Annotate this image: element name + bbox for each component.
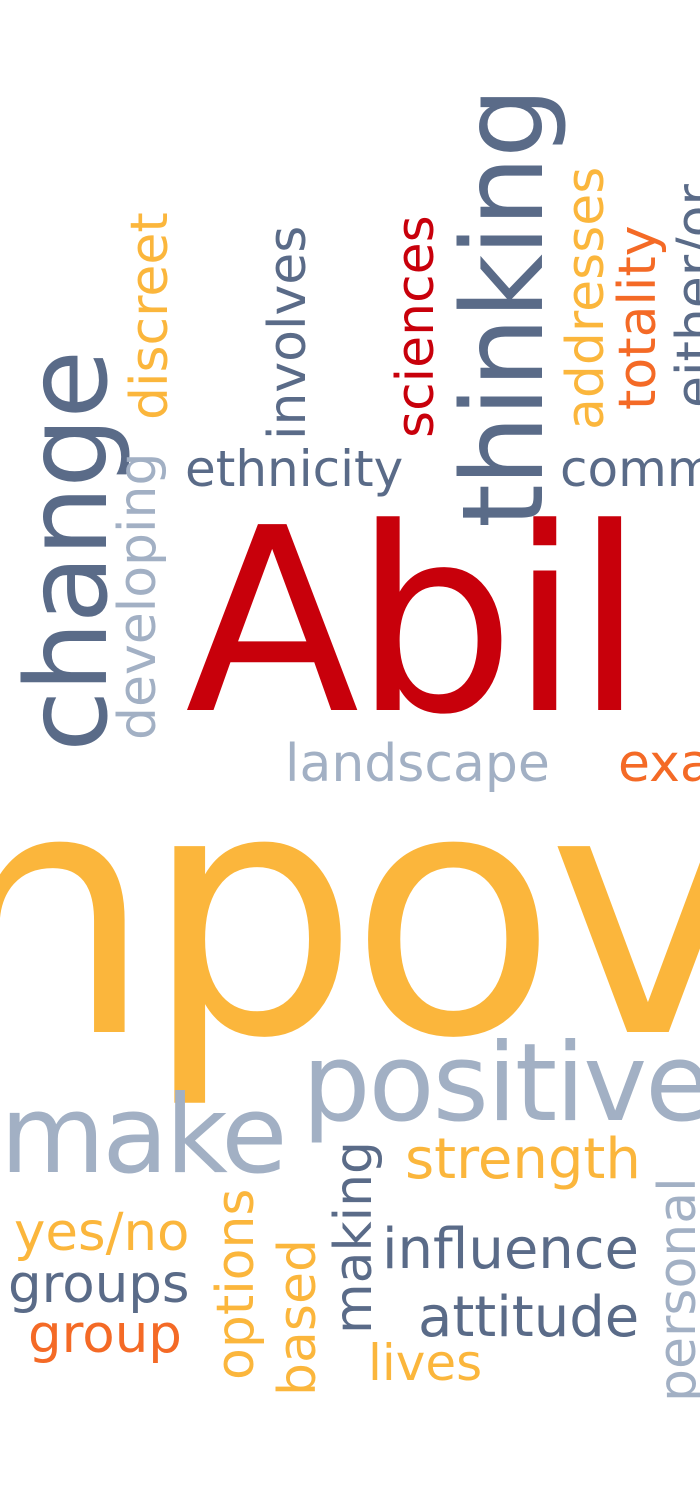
word-groups: groups xyxy=(8,1254,190,1315)
word-group: group xyxy=(28,1304,182,1365)
word-strength: strength xyxy=(405,1127,641,1192)
word-based: based xyxy=(268,1239,328,1396)
word-options: options xyxy=(206,1188,266,1380)
word-empowerment: npov xyxy=(0,717,700,1113)
word-influence: influence xyxy=(382,1217,640,1282)
word-personal: personal xyxy=(648,1177,700,1402)
word-landscape: landscape xyxy=(285,734,550,794)
word-making: making xyxy=(324,1140,384,1334)
word-sciences: sciences xyxy=(386,215,446,438)
word-totality: totality xyxy=(608,225,668,410)
word-addresses: addresses xyxy=(556,166,616,430)
word-involves: involves xyxy=(258,225,318,440)
word-abil: Abil xyxy=(185,474,645,771)
word-ethnicity: ethnicity xyxy=(185,440,404,498)
word-yes-no: yes/no xyxy=(14,1202,190,1263)
word-make: make xyxy=(0,1073,288,1198)
word-exa: exa xyxy=(618,734,700,794)
word-discreet: discreet xyxy=(120,212,180,420)
word-comm: comm xyxy=(560,440,700,498)
word-either-or: either/or xyxy=(666,184,700,408)
word-attitude: attitude xyxy=(418,1285,640,1350)
word-positive: positive xyxy=(302,1021,700,1146)
word-thinking: thinking xyxy=(439,88,569,528)
word-developing: developing xyxy=(108,452,168,740)
word-lives: lives xyxy=(368,1334,483,1392)
